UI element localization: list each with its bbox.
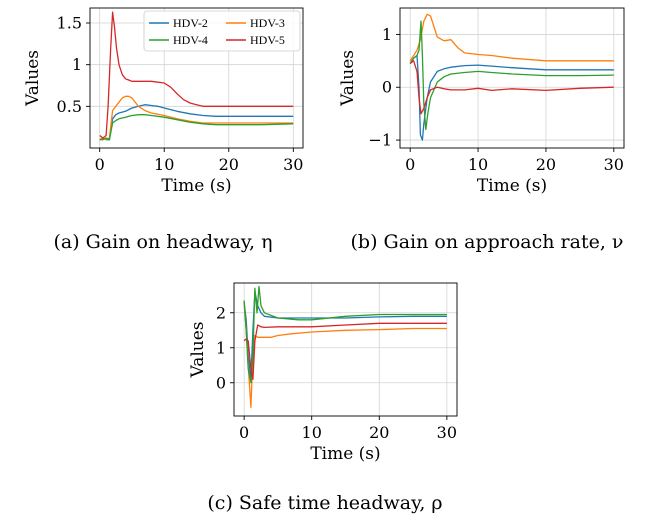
legend-entry: HDV-2: [173, 16, 208, 30]
series-line-hdv-4: [243, 285, 447, 384]
series-line-hdv-3: [409, 13, 614, 62]
x-tick-label: 10: [154, 155, 174, 174]
series-line-hdv-5: [99, 11, 294, 139]
y-tick-label: 0: [382, 78, 392, 97]
y-tick-label: 1: [72, 55, 82, 74]
x-tick-label: 20: [219, 155, 239, 174]
legend-entry: HDV-4: [173, 33, 208, 47]
x-tick-label: 30: [283, 155, 303, 174]
legend-box: [143, 10, 301, 52]
x-tick-label: 20: [369, 423, 389, 442]
y-tick-label: 1: [382, 25, 392, 44]
panel-caption: (a) Gain on headway, η: [53, 231, 272, 253]
plot-frame: [399, 7, 625, 149]
series-line-hdv-5: [243, 322, 447, 380]
y-tick-label: 2: [216, 303, 226, 322]
series-line-hdv-2: [243, 291, 447, 380]
legend-entry: HDV-5: [250, 33, 285, 47]
x-axis-label: Time (s): [310, 444, 380, 464]
series-line-hdv-3: [243, 302, 447, 408]
chart-panel-b: 0 10 20 30 −1 0 1 Time (s) Values (b) Gain on app…: [338, 7, 625, 253]
x-axis-label: Time (s): [477, 176, 547, 196]
chart-panel-c: 0 10 20 30 0 1 2 Time (s) Values (c) Safe time he…: [188, 282, 458, 514]
x-tick-label: 0: [405, 155, 415, 174]
x-tick-label: 0: [239, 423, 249, 442]
x-tick-label: 10: [302, 423, 322, 442]
x-axis-label: Time (s): [161, 176, 231, 196]
x-tick-label: 30: [604, 155, 624, 174]
chart-panel-a: 0 10 20 30 0.5 1 1.5 Time (s) Values (a) Gain on …: [23, 7, 304, 253]
y-tick-label: 1.5: [57, 14, 82, 33]
x-tick-label: 0: [95, 155, 105, 174]
x-tick-label: 10: [468, 155, 488, 174]
plot-frame: [89, 7, 304, 149]
plot-frame: [233, 282, 458, 417]
series-line-hdv-5: [409, 60, 614, 115]
y-axis-label: Values: [338, 50, 358, 107]
panel-caption: (b) Gain on approach rate, ν: [351, 231, 624, 253]
series-line-hdv-2: [409, 54, 614, 141]
y-axis-label: Values: [23, 50, 43, 107]
y-tick-label: −1: [368, 131, 392, 150]
series-line-hdv-4: [99, 114, 294, 141]
legend: HDV-2 HDV-3 HDV-4 HDV-5: [143, 10, 301, 52]
legend-entry: HDV-3: [250, 16, 285, 30]
x-tick-label: 30: [437, 423, 457, 442]
series-line-hdv-4: [409, 20, 614, 131]
x-tick-label: 20: [536, 155, 556, 174]
y-axis-label: Values: [188, 321, 208, 378]
y-tick-label: 0: [216, 373, 226, 392]
series-line-hdv-3: [99, 95, 294, 141]
panel-caption: (c) Safe time headway, ρ: [207, 492, 442, 514]
y-tick-label: 1: [216, 338, 226, 357]
y-tick-label: 0.5: [57, 97, 82, 116]
